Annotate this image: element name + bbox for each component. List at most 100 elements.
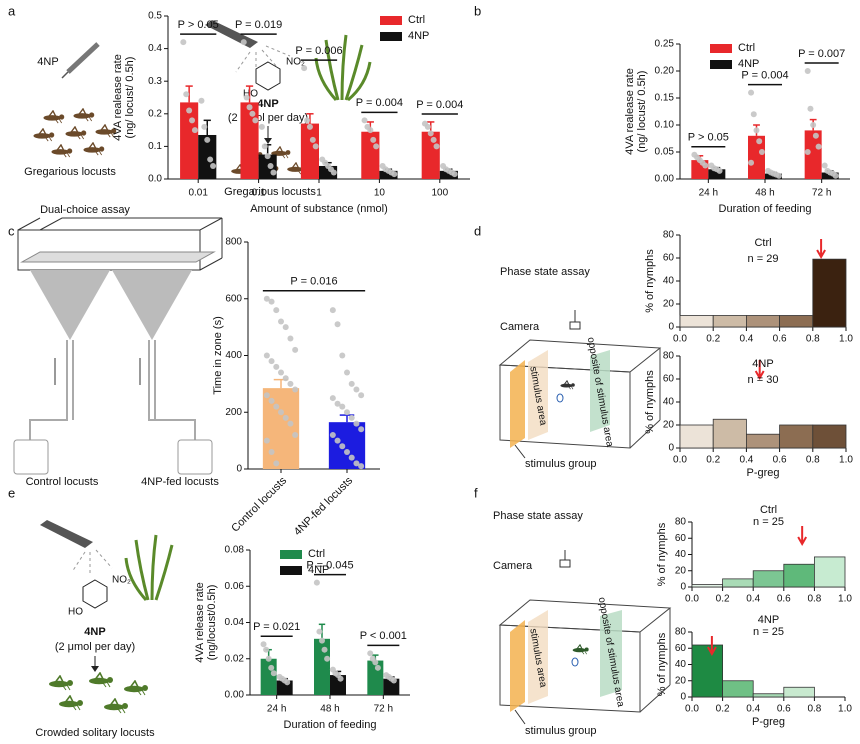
data-point xyxy=(249,110,256,117)
data-point xyxy=(263,352,270,359)
x-tick-label: 0.8 xyxy=(806,334,820,345)
y-tick-label: 20 xyxy=(675,565,687,576)
data-point xyxy=(424,123,431,130)
data-point xyxy=(821,162,828,169)
stimulus-group-zone xyxy=(510,620,525,712)
data-point xyxy=(374,664,381,671)
histogram-bar xyxy=(712,315,747,328)
diagram-c: Dual-choice assay Control locusts 4NP-fe… xyxy=(13,204,223,488)
y-tick-label: 600 xyxy=(225,293,242,304)
opposite-zone xyxy=(600,610,622,697)
diagram-text: 4NP-fed locusts xyxy=(141,476,219,488)
histogram-bar xyxy=(746,433,781,449)
data-point xyxy=(373,143,380,150)
data-point xyxy=(268,664,275,671)
x-tick-label: 4NP-fed locusts xyxy=(292,474,356,538)
legend-label: Ctrl xyxy=(738,42,755,54)
diagram-text: NO₂ xyxy=(286,57,305,68)
data-point xyxy=(753,127,760,134)
y-tick-label: 0.08 xyxy=(225,545,245,556)
data-point xyxy=(198,97,205,104)
mean-arrow xyxy=(754,360,765,381)
data-point xyxy=(390,677,397,684)
significance-label: P > 0.05 xyxy=(688,132,729,144)
tube xyxy=(148,340,196,440)
chart-subtitle: n = 30 xyxy=(748,374,779,386)
mean-arrow xyxy=(816,239,826,260)
y-tick-label: 60 xyxy=(663,253,675,264)
x-tick-label: Control locusts xyxy=(229,474,289,534)
diagram-text: Dual-choice assay xyxy=(40,204,130,216)
y-tick-label: 800 xyxy=(225,237,242,248)
histogram-bar xyxy=(722,680,754,698)
data-point xyxy=(278,369,284,376)
data-point xyxy=(358,463,365,470)
y-tick-label: 0 xyxy=(680,582,686,593)
significance-label: P < 0.001 xyxy=(360,630,407,642)
arrow-head xyxy=(264,138,272,144)
bar xyxy=(314,638,330,695)
x-tick-label: 48 h xyxy=(320,704,339,715)
marker xyxy=(571,657,579,667)
y-tick-label: 20 xyxy=(663,420,675,431)
diagram-text: 4NP xyxy=(37,56,58,68)
y-axis-label: (ng/ locust/ 0.5h) xyxy=(636,71,648,153)
bar xyxy=(421,131,440,179)
data-point xyxy=(258,123,265,130)
bar xyxy=(748,135,765,179)
data-point xyxy=(273,363,280,370)
camera xyxy=(569,321,581,330)
x-tick-label: 0.2 xyxy=(706,455,720,466)
y-tick-label: 400 xyxy=(225,350,242,361)
x-tick-label: 0.8 xyxy=(807,594,821,605)
histogram-bar xyxy=(783,686,815,698)
x-tick-label: 0.01 xyxy=(188,188,208,199)
y-tick-label: 0.00 xyxy=(655,174,675,185)
x-tick-label: 0.8 xyxy=(807,704,821,715)
data-point xyxy=(306,123,313,130)
significance-label: P = 0.016 xyxy=(290,276,337,288)
data-point xyxy=(292,346,299,353)
data-point xyxy=(191,127,198,134)
data-point xyxy=(748,159,755,166)
benzene-ring xyxy=(255,61,281,91)
data-point xyxy=(270,670,277,677)
data-point xyxy=(282,414,289,421)
x-tick-label: 0.2 xyxy=(716,704,730,715)
legend-label: Ctrl xyxy=(308,548,325,560)
data-point xyxy=(430,136,437,143)
y-tick-label: 0 xyxy=(668,443,674,454)
funnel xyxy=(30,270,110,340)
bar xyxy=(821,172,839,179)
x-axis-label: Duration of feeding xyxy=(719,203,812,215)
data-point xyxy=(748,89,755,96)
histogram-bar xyxy=(779,424,814,449)
y-tick-label: 60 xyxy=(663,374,675,385)
box-edge xyxy=(17,217,41,231)
y-tick-label: 0.20 xyxy=(655,66,675,77)
x-axis-label: P-greg xyxy=(752,716,785,728)
data-point xyxy=(292,431,299,438)
y-axis-label: (ng/locust/0.5h) xyxy=(206,585,218,661)
y-tick-label: 0.3 xyxy=(148,76,162,87)
data-point xyxy=(204,136,211,143)
data-point xyxy=(353,460,360,467)
stimulus-group-zone xyxy=(510,360,525,448)
data-point xyxy=(815,143,822,150)
lamp xyxy=(40,520,93,548)
data-point xyxy=(260,641,267,648)
x-tick-label: 0.0 xyxy=(685,704,699,715)
data-point xyxy=(702,162,709,169)
y-tick-label: 80 xyxy=(663,230,675,241)
x-tick-label: 0.0 xyxy=(673,334,687,345)
histogram-bar xyxy=(783,563,815,588)
data-point xyxy=(263,437,270,444)
data-point xyxy=(758,149,765,155)
data-point xyxy=(339,443,346,450)
data-point xyxy=(334,321,341,328)
significance-label: P = 0.004 xyxy=(741,70,788,82)
bar xyxy=(804,130,822,179)
beaker xyxy=(13,439,49,475)
panel-label: c xyxy=(8,223,15,238)
data-point xyxy=(201,123,208,130)
